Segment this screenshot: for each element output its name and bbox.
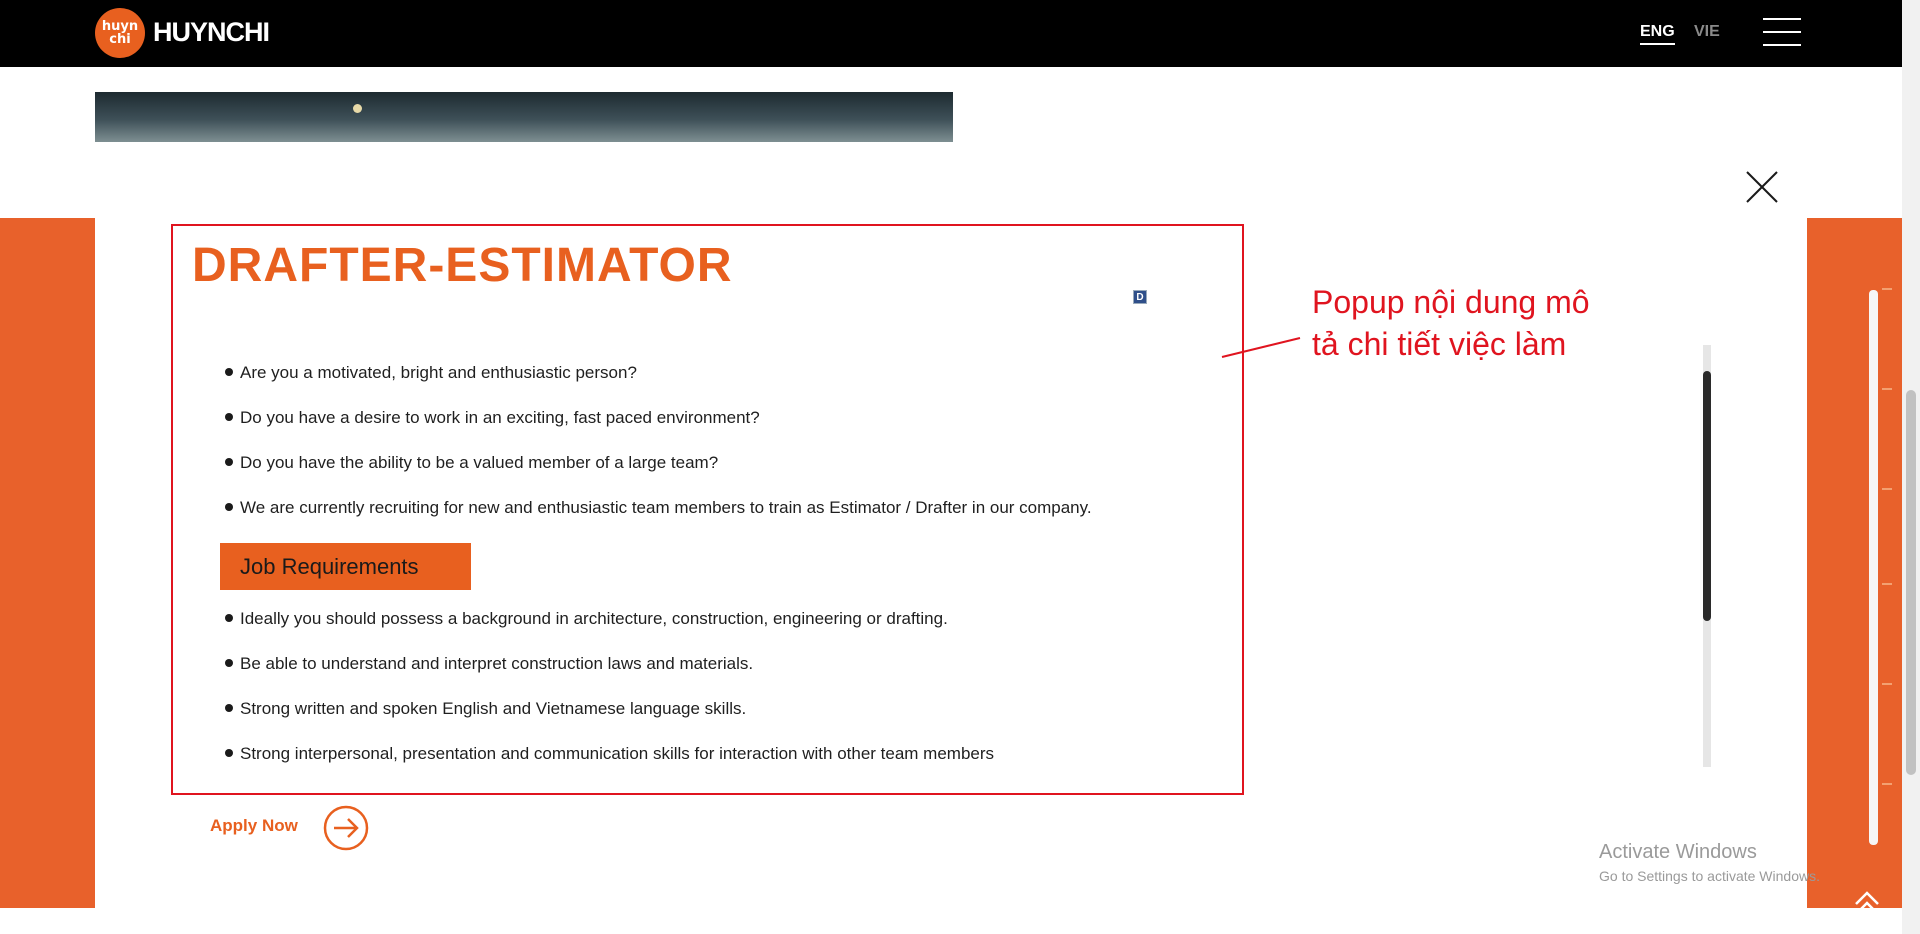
band-divider [1882,683,1892,685]
annotation-highlight-box [171,224,1244,795]
band-divider [1882,488,1892,490]
band-divider [1882,583,1892,585]
list-item: Ideally you should possess a background … [219,596,994,641]
list-item: Strong written and spoken English and Vi… [219,686,994,731]
arrow-right-circle-icon[interactable] [323,805,369,851]
annotation-line-1: Popup nội dung mô [1312,284,1590,320]
page-scrollbar-thumb[interactable] [1906,390,1916,775]
requirements-list: Ideally you should possess a background … [219,596,994,776]
brand-name[interactable]: HUYNCHI [153,17,270,47]
double-chevron-up-icon[interactable] [1852,888,1882,918]
requirements-heading: Job Requirements [220,543,471,590]
band-divider [1882,288,1892,290]
activate-windows-subtitle: Go to Settings to activate Windows. [1599,868,1820,884]
job-title: DRAFTER-ESTIMATOR [192,239,733,292]
hamburger-menu-icon[interactable] [1763,18,1801,46]
lang-eng-link[interactable]: ENG [1640,23,1675,45]
job-detail-modal [95,142,1807,909]
annotation-pointer-line [1221,337,1301,358]
list-item: Be able to understand and interpret cons… [219,641,994,686]
list-item: Do you have a desire to work in an excit… [219,395,1092,440]
background-photo [95,92,953,142]
list-item: Strong interpersonal, presentation and c… [219,731,994,776]
logo-mark-top: huyn [101,19,139,34]
annotation-line-2: tả chi tiết việc làm [1312,326,1567,362]
list-item: Are you a motivated, bright and enthusia… [219,350,1092,395]
intro-list: Are you a motivated, bright and enthusia… [219,350,1092,530]
background-scrollbar [1869,290,1878,845]
list-item: Do you have the ability to be a valued m… [219,440,1092,485]
apply-now-link[interactable]: Apply Now [210,816,298,835]
logo-mark[interactable]: huyn chi [95,8,145,58]
logo-mark-bottom: chi [109,32,131,47]
top-navbar: huyn chi HUYNCHI ENG VIE [0,0,1902,67]
activate-windows-title: Activate Windows [1599,841,1757,863]
modal-scrollbar-thumb[interactable] [1703,371,1711,621]
band-divider [1882,388,1892,390]
band-divider [1882,783,1892,785]
d-badge-icon: D [1133,290,1147,304]
lang-vie-link[interactable]: VIE [1694,23,1720,40]
close-icon[interactable] [1745,170,1779,204]
annotation-text: Popup nội dung mô tả chi tiết việc làm [1312,281,1590,365]
list-item: We are currently recruiting for new and … [219,485,1092,530]
